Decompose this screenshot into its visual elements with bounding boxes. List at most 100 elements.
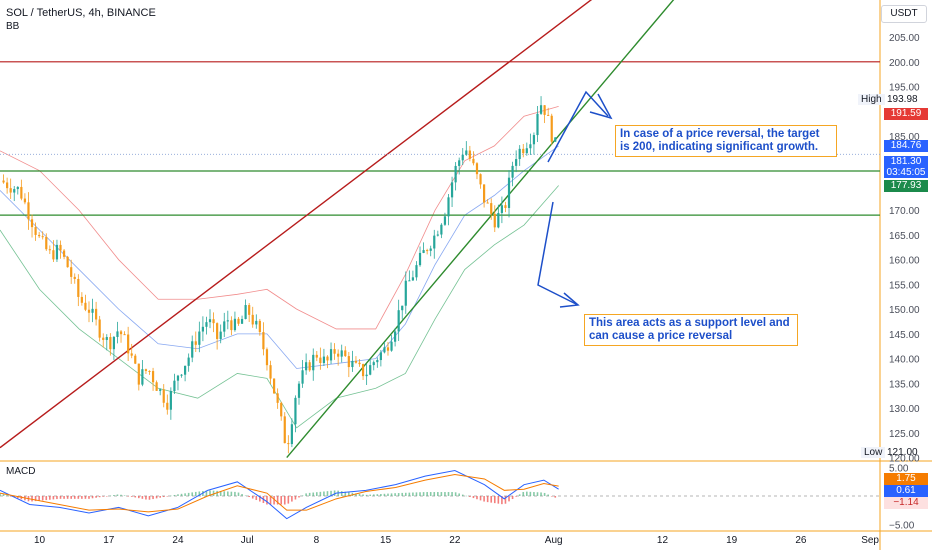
candle-body (322, 356, 326, 364)
macd-axis-label: −5.00 (889, 520, 915, 531)
macd-histogram-bar (152, 496, 154, 500)
currency-button[interactable]: USDT (881, 5, 927, 23)
candle-body (34, 227, 37, 235)
macd-histogram-bar (155, 496, 158, 499)
candle-body (151, 371, 155, 383)
candle-body (191, 341, 194, 358)
macd-histogram-bar (162, 496, 165, 498)
candle-body (48, 249, 51, 251)
candle-body (20, 186, 23, 199)
candle-body (194, 341, 197, 345)
macd-histogram-bar (301, 495, 304, 496)
candle-body (361, 364, 365, 377)
candle-body (255, 320, 258, 325)
candle-body (539, 105, 543, 114)
candle-body (198, 331, 201, 345)
macd-histogram-bar (251, 496, 254, 499)
candle-body (515, 159, 518, 166)
macd-histogram-bar (447, 492, 450, 496)
macd-histogram-bar (540, 492, 542, 496)
macd-histogram-bar (159, 496, 161, 498)
macd-histogram-bar (376, 494, 379, 496)
candle-body (248, 305, 251, 315)
macd-histogram-bar (219, 491, 222, 496)
macd-histogram-bar (533, 492, 535, 496)
candle-body (461, 154, 464, 161)
macd-histogram-bar (180, 493, 183, 496)
candle-body (237, 318, 240, 324)
macd-histogram-bar (483, 496, 485, 502)
macd-histogram-bar (234, 491, 236, 496)
candle-body (305, 362, 308, 371)
candle-body (426, 250, 429, 252)
macd-histogram-bar (2, 494, 5, 496)
candle-body (66, 256, 69, 268)
macd-histogram-bar (330, 490, 332, 496)
macd-histogram-bar (280, 496, 283, 505)
candle-body (351, 360, 354, 368)
candle-body (173, 380, 176, 392)
price-axis-label: 170.00 (889, 206, 920, 217)
macd-histogram-bar (105, 496, 108, 497)
candle-body (294, 397, 297, 425)
macd-histogram-bar (476, 496, 478, 500)
candle-body (127, 334, 130, 354)
candle-body (347, 356, 350, 368)
candle-body (80, 296, 83, 303)
candle-body (511, 165, 514, 178)
macd-histogram-bar (454, 492, 457, 496)
candle-body (233, 318, 237, 331)
macd-histogram-bar (344, 491, 347, 496)
macd-histogram-bar (41, 496, 44, 501)
candle-body (226, 320, 229, 322)
macd-histogram-bar (73, 496, 76, 499)
candle-body (443, 216, 447, 225)
macd-histogram-bar (319, 491, 322, 496)
macd-histogram-bar (227, 491, 229, 496)
candle-body (333, 349, 336, 354)
macd-histogram-bar (401, 492, 404, 496)
macd-histogram-bar (283, 496, 286, 505)
candle-body (454, 165, 457, 183)
macd-histogram-bar (358, 493, 361, 496)
macd-histogram-bar (408, 492, 411, 496)
macd-histogram-bar (70, 496, 72, 499)
symbol-title: SOL / TetherUS, 4h, BINANCE (6, 7, 156, 19)
candle-body (308, 362, 311, 371)
macd-histogram-bar (276, 496, 279, 505)
time-axis-label: 19 (726, 535, 738, 546)
price-axis-label: 120.00 (889, 454, 920, 465)
candle-body (112, 336, 116, 350)
time-axis-label: 26 (795, 535, 807, 546)
candle-body (497, 212, 500, 228)
macd-histogram-bar (56, 496, 58, 500)
macd-histogram-bar (173, 494, 176, 496)
red-price-tag: 191.59 (884, 108, 928, 120)
candle-body (162, 389, 165, 403)
macd-histogram-bar (31, 496, 33, 502)
candle-body (404, 280, 407, 306)
candle-body (372, 362, 375, 366)
price-axis-label: 185.00 (889, 132, 920, 143)
macd-histogram-bar (433, 492, 436, 496)
macd-label: MACD (6, 466, 36, 477)
candle-body (130, 353, 133, 356)
macd-histogram-bar (493, 496, 496, 504)
down-arrow-head (559, 292, 580, 308)
macd-histogram-bar (543, 492, 546, 496)
candle-body (358, 362, 361, 365)
macd-histogram-bar (255, 496, 258, 501)
macd-histogram-bar (369, 494, 371, 496)
candle-body (297, 383, 301, 398)
macd-histogram-bar (372, 494, 375, 496)
price-axis-label: 200.00 (889, 58, 920, 69)
macd-histogram-bar (6, 495, 8, 496)
candle-body (390, 341, 393, 351)
macd-histogram-bar (237, 492, 240, 496)
candle-body (73, 276, 76, 279)
candle-body (201, 326, 204, 332)
candle-body (38, 234, 41, 237)
macd-histogram-bar (194, 491, 197, 496)
macd-histogram-bar (365, 494, 368, 496)
